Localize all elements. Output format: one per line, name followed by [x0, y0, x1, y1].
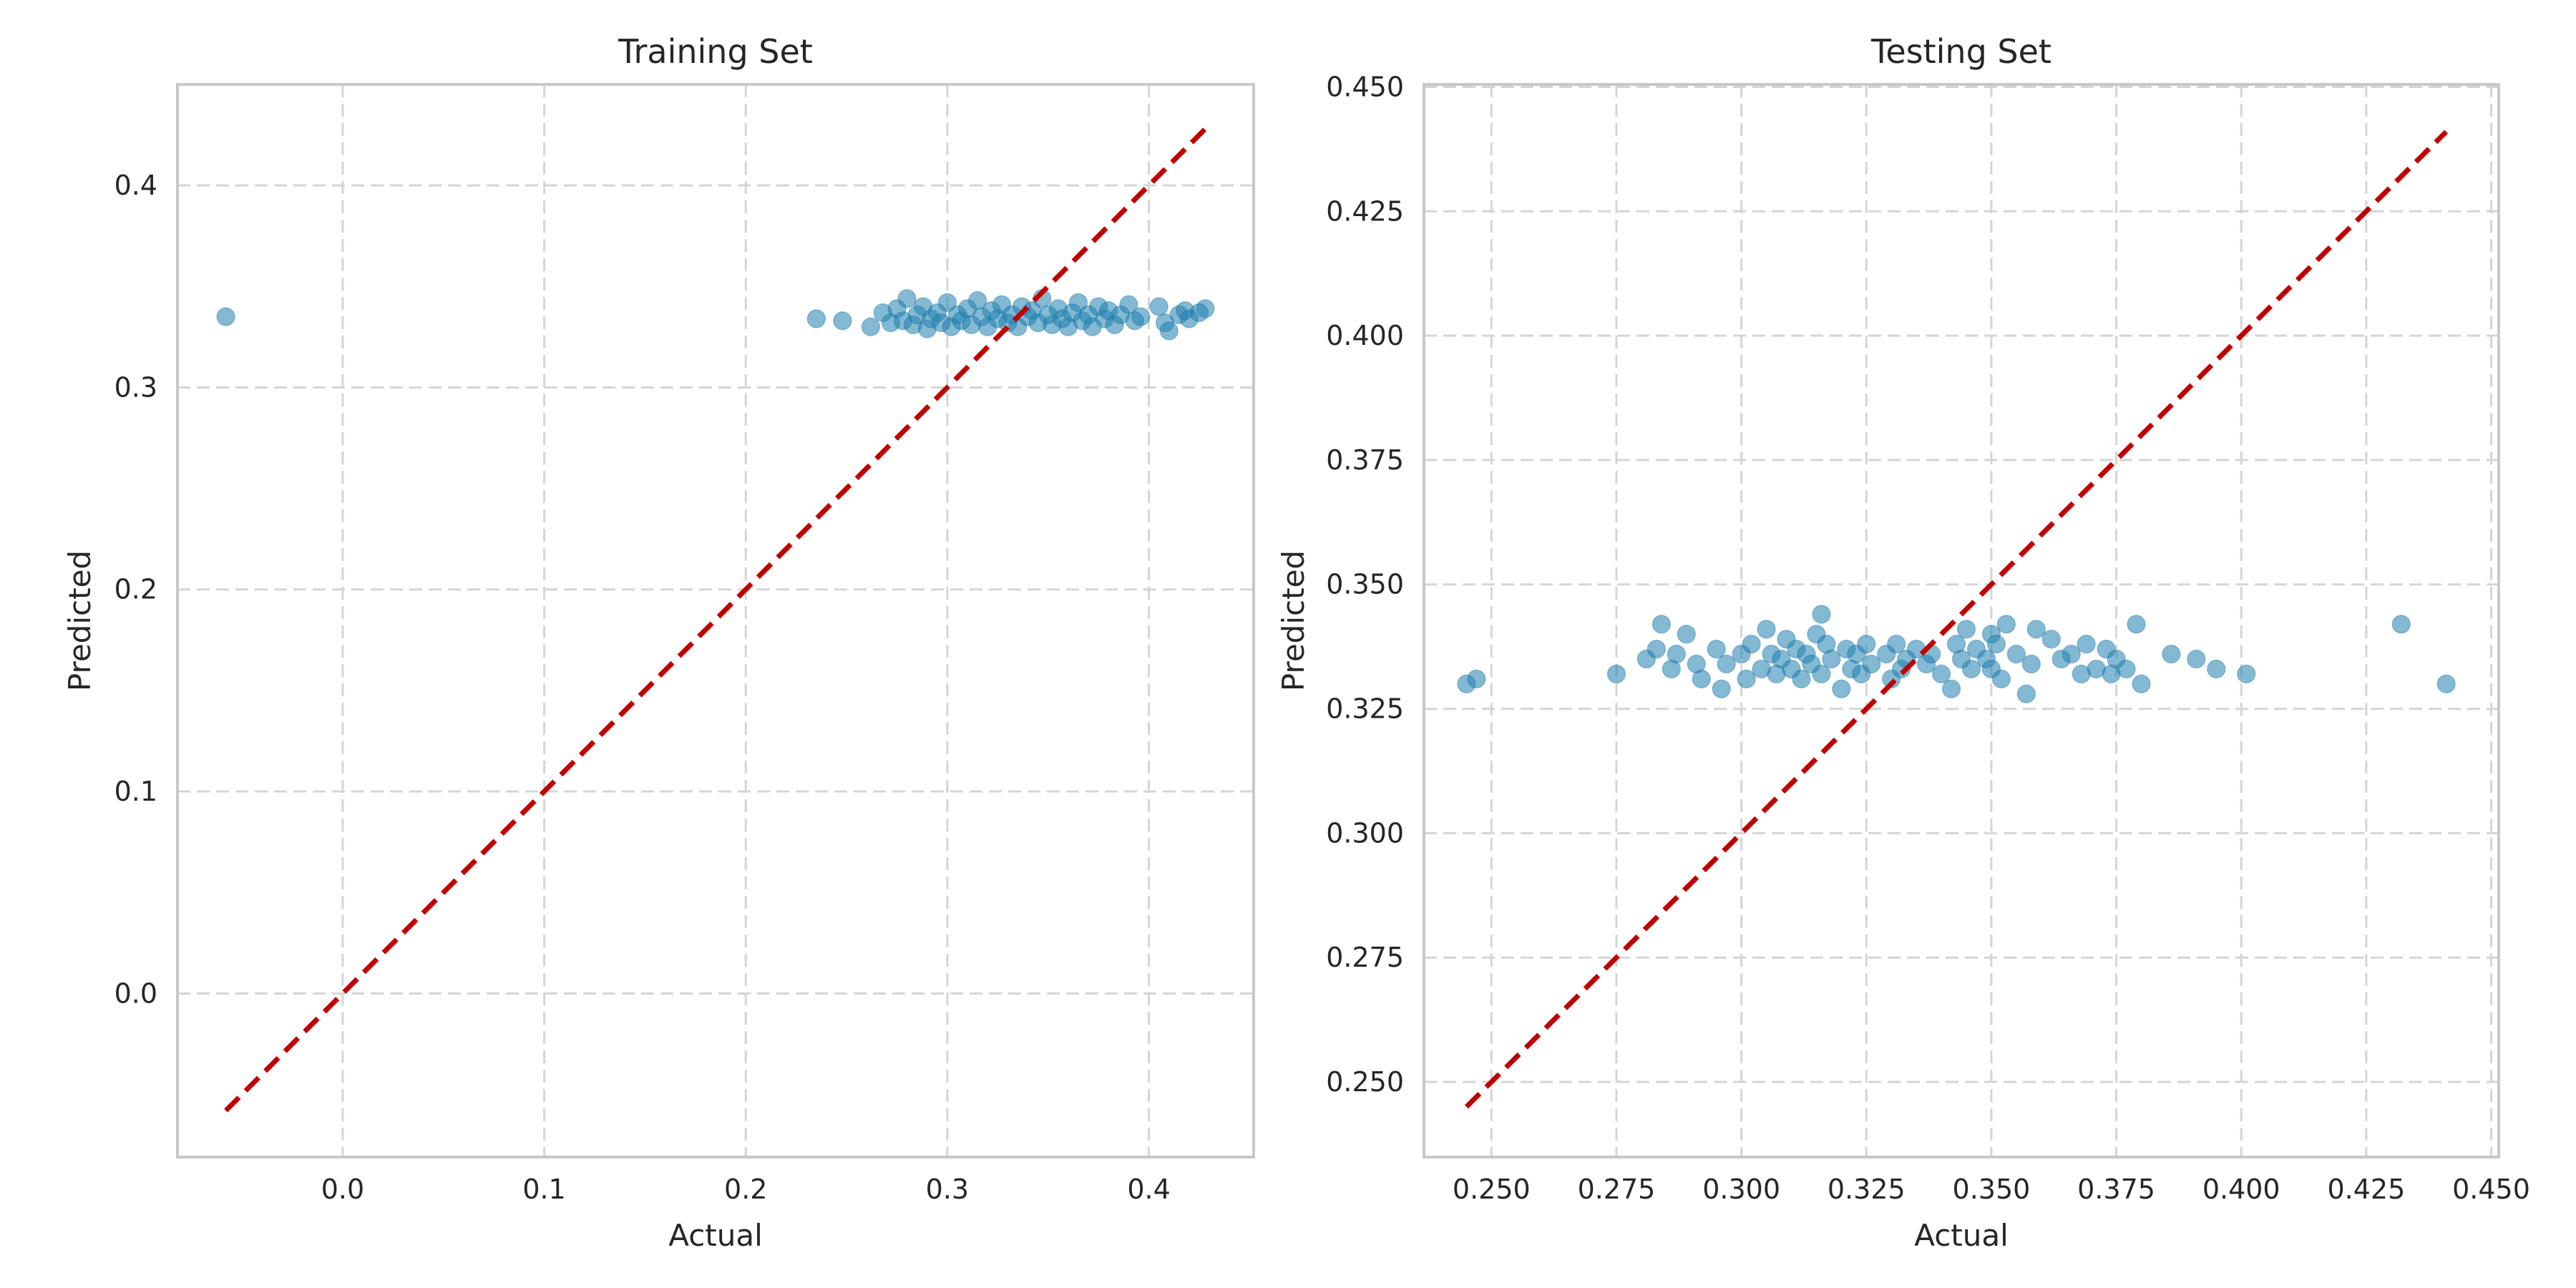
testing-data-point [1961, 659, 1981, 679]
training-data-point [897, 288, 917, 308]
testing-data-point [1652, 615, 1672, 634]
testing-y-axis-label: Predicted [1276, 550, 1311, 691]
training-y-tick-label: 0.2 [114, 574, 157, 605]
testing-data-point [2132, 674, 2151, 694]
testing-data-point [2021, 654, 2041, 674]
testing-y-tick-label: 0.450 [1326, 71, 1404, 102]
testing-data-point [2041, 629, 2061, 649]
training-data-point [1149, 297, 1169, 316]
training-x-tick-label: 0.0 [321, 1174, 364, 1205]
testing-x-axis-label: Actual [1914, 1218, 2009, 1253]
testing-data-point [1737, 669, 1756, 689]
testing-data-point [2187, 649, 2206, 669]
training-data-point [937, 293, 957, 313]
testing-data-point [1832, 679, 1851, 699]
testing-data-point [1822, 649, 1841, 669]
testing-data-point [2207, 659, 2226, 679]
training-y-axis-label: Predicted [62, 550, 97, 691]
testing-data-point [1931, 664, 1951, 684]
testing-data-point [1717, 654, 1736, 674]
testing-panel: 0.250 0.275 0.300 0.325 0.350 0.375 0.400 0.425… [1276, 32, 2530, 1253]
testing-data-point [1991, 669, 2011, 689]
testing-data-point [1692, 669, 1711, 689]
testing-data-point [2062, 644, 2081, 664]
training-data-point [1068, 293, 1088, 313]
testing-y-tick-label: 0.350 [1326, 569, 1404, 600]
testing-data-point [1606, 664, 1626, 684]
testing-data-point [1886, 634, 1906, 654]
training-data-point [806, 309, 826, 328]
training-reference-line [224, 127, 1207, 1113]
testing-y-tick-label: 0.425 [1326, 195, 1404, 227]
training-x-tick-label: 0.2 [724, 1174, 767, 1205]
training-x-tick-label: 0.3 [926, 1174, 969, 1205]
testing-data-point [1812, 664, 1831, 684]
testing-x-tick-label: 0.375 [2077, 1174, 2155, 1205]
testing-y-tick-label: 0.375 [1326, 444, 1404, 476]
testing-data-point [1707, 639, 1726, 659]
training-data-point [1131, 307, 1151, 326]
testing-x-tick-label: 0.275 [1578, 1174, 1656, 1205]
testing-data-point [2127, 615, 2146, 634]
training-data-point [1119, 295, 1138, 314]
training-data-point [861, 317, 881, 337]
training-x-tick-label: 0.4 [1127, 1174, 1170, 1205]
testing-data-point [1677, 625, 1697, 644]
testing-data-point [1667, 644, 1687, 664]
training-data-point [216, 307, 235, 326]
testing-x-tick-label: 0.325 [1828, 1174, 1906, 1205]
testing-data-point [1857, 634, 1876, 654]
training-y-tick-label: 0.4 [114, 170, 157, 201]
testing-data-point [2236, 664, 2256, 684]
testing-data-point [1792, 669, 1811, 689]
testing-data-point [2006, 644, 2026, 664]
training-data-point [1196, 299, 1215, 318]
testing-plot-frame [1423, 83, 2500, 1158]
testing-data-point [1956, 620, 1976, 639]
testing-data-point [1941, 679, 1961, 699]
testing-x-tick-label: 0.300 [1702, 1174, 1780, 1205]
testing-data-point [1742, 634, 1761, 654]
testing-data-point [1812, 605, 1831, 624]
training-x-tick-label: 0.1 [522, 1174, 565, 1205]
testing-data-point [2436, 674, 2456, 694]
training-y-tick-label: 0.0 [114, 977, 157, 1009]
training-data-point [833, 311, 852, 331]
testing-data-point [2026, 620, 2046, 639]
testing-data-point [1712, 679, 1731, 699]
testing-data-point [2162, 644, 2181, 664]
testing-data-point [2117, 659, 2136, 679]
testing-x-tick-label: 0.350 [1953, 1174, 2031, 1205]
training-y-tick-label: 0.1 [114, 776, 157, 807]
testing-x-tick-label: 0.425 [2327, 1174, 2405, 1205]
training-data-point [1159, 321, 1179, 341]
testing-data-point [1986, 634, 2006, 654]
testing-y-tick-label: 0.275 [1326, 942, 1404, 973]
testing-x-tick-label: 0.450 [2452, 1174, 2530, 1205]
testing-data-point [2077, 634, 2096, 654]
training-chart-title: Training Set [618, 32, 813, 71]
testing-y-tick-label: 0.325 [1326, 693, 1404, 725]
testing-x-tick-label: 0.400 [2202, 1174, 2280, 1205]
testing-reference-line [1464, 130, 2449, 1109]
training-x-axis-label: Actual [668, 1218, 763, 1253]
testing-data-point [1757, 620, 1776, 639]
testing-y-tick-label: 0.300 [1326, 817, 1404, 849]
testing-data-point [1467, 669, 1486, 689]
training-plot-frame [176, 83, 1255, 1158]
testing-data-point [1862, 654, 1881, 674]
testing-data-point [1646, 639, 1667, 659]
testing-y-tick-label: 0.400 [1326, 320, 1404, 351]
training-y-tick-label: 0.3 [114, 371, 157, 403]
training-panel: 0.0 0.1 0.2 0.3 0.4 0.0 0.1 0.2 0.3 0.4 Training S… [62, 32, 1255, 1253]
testing-y-tick-label: 0.250 [1326, 1066, 1404, 1098]
testing-data-point [2016, 684, 2036, 703]
testing-chart-title: Testing Set [1870, 32, 2051, 71]
testing-data-point [1996, 615, 2016, 634]
testing-x-tick-label: 0.250 [1453, 1174, 1531, 1205]
testing-data-point [2391, 615, 2411, 634]
